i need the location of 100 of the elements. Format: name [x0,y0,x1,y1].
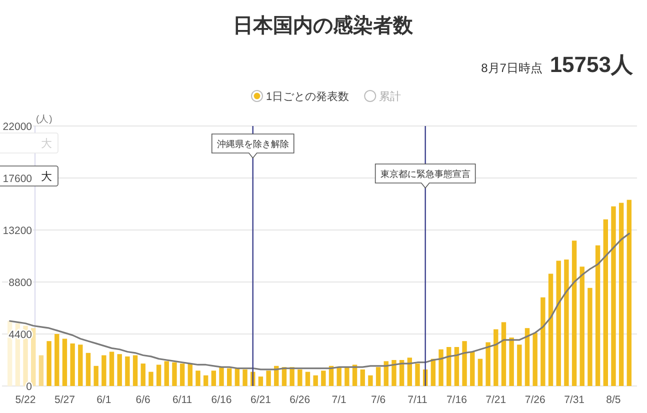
bar [117,354,122,386]
x-tick-label: 6/11 [172,394,192,406]
bar [399,360,404,386]
bar [532,332,538,386]
bar [70,343,75,386]
chart-subtitle: 8月7日時点 15753人 [481,52,634,77]
bar [234,368,240,386]
bar [266,370,271,386]
x-tick-label: 5/27 [54,394,76,406]
bar [360,369,365,386]
bar [188,364,192,386]
bar [156,364,162,386]
ref-line-label: 沖縄県を除き解除 [216,139,289,149]
y-tick-label: 8800 [8,277,32,289]
bar [148,372,154,386]
bar [344,367,350,386]
y-tick-label: 17600 [2,173,32,185]
bar [548,274,554,386]
x-tick-label: 7/1 [332,394,347,406]
bar [376,367,381,386]
bar [336,367,342,386]
bar [509,338,514,386]
bar [470,352,475,386]
y-tick-label: 4400 [8,329,32,341]
bar [140,364,146,386]
bar [86,352,91,386]
bar [486,342,490,386]
bar [164,361,169,386]
bar [242,369,248,386]
y-tick-label: 13200 [2,225,32,237]
bar [94,366,98,386]
bar [321,370,326,386]
bar [62,338,68,386]
bar [603,219,608,386]
bar [540,297,546,386]
legend-label: 1日ごとの発表数 [266,90,350,103]
bar [290,367,294,386]
x-tick-label: 6/26 [290,394,310,406]
bar [524,328,530,386]
bar [180,364,185,386]
bar [78,344,83,386]
legend: 1日ごとの発表数 累計 [251,90,402,103]
bar [454,347,460,386]
x-tick-label: 6/1 [96,394,112,406]
bar [407,358,412,386]
bar [313,375,318,386]
bar [305,372,310,386]
bar [203,375,208,386]
bar [415,364,420,386]
x-tick-label: 7/16 [446,394,468,406]
ref-line-label: 東京都に緊急事態宣言 [380,169,470,179]
bar [556,260,561,386]
bar [618,202,624,386]
bar [501,322,506,386]
bar [572,240,577,386]
bar [132,355,138,386]
bar [102,355,106,386]
bar [172,362,177,386]
bar [478,358,483,386]
bar [211,370,216,386]
bar [368,375,373,386]
x-tick-label: 7/11 [408,394,428,406]
y-tick-label: 0 [26,381,32,393]
bar [626,200,632,386]
bar [196,370,200,386]
bar [588,288,592,386]
bar [438,349,444,386]
x-tick-label: 6/16 [211,394,232,406]
x-tick-label: 7/26 [524,394,546,406]
bar [580,266,584,386]
bar [517,344,522,386]
bar [226,368,232,386]
bar [298,369,302,386]
bar [352,364,358,386]
bar [46,341,52,386]
bar [219,367,224,386]
y-axis-title: (人) [36,114,52,125]
bar [258,376,264,386]
bar [564,260,569,386]
x-tick-label: 6/6 [136,394,151,406]
bar [462,341,467,386]
bar [494,329,498,386]
bar [392,360,396,386]
annotation: 大 [41,170,52,183]
x-tick-label: 7/21 [486,394,506,406]
x-tick-label: 7/6 [370,394,386,406]
bar [109,352,114,386]
x-tick-label: 5/22 [15,394,36,406]
bar [38,355,44,386]
bar [446,347,452,386]
x-tick-label: 8/5 [606,394,621,406]
x-tick-label: 6/21 [250,394,272,406]
bar [54,334,60,386]
chart-title: 日本国内の感染者数 [233,14,414,37]
bar [595,245,600,386]
y-tick-label: 22000 [2,121,32,133]
bar [384,361,388,386]
x-tick-label: 7/31 [564,394,585,406]
bar [611,206,616,386]
bar [125,356,130,386]
